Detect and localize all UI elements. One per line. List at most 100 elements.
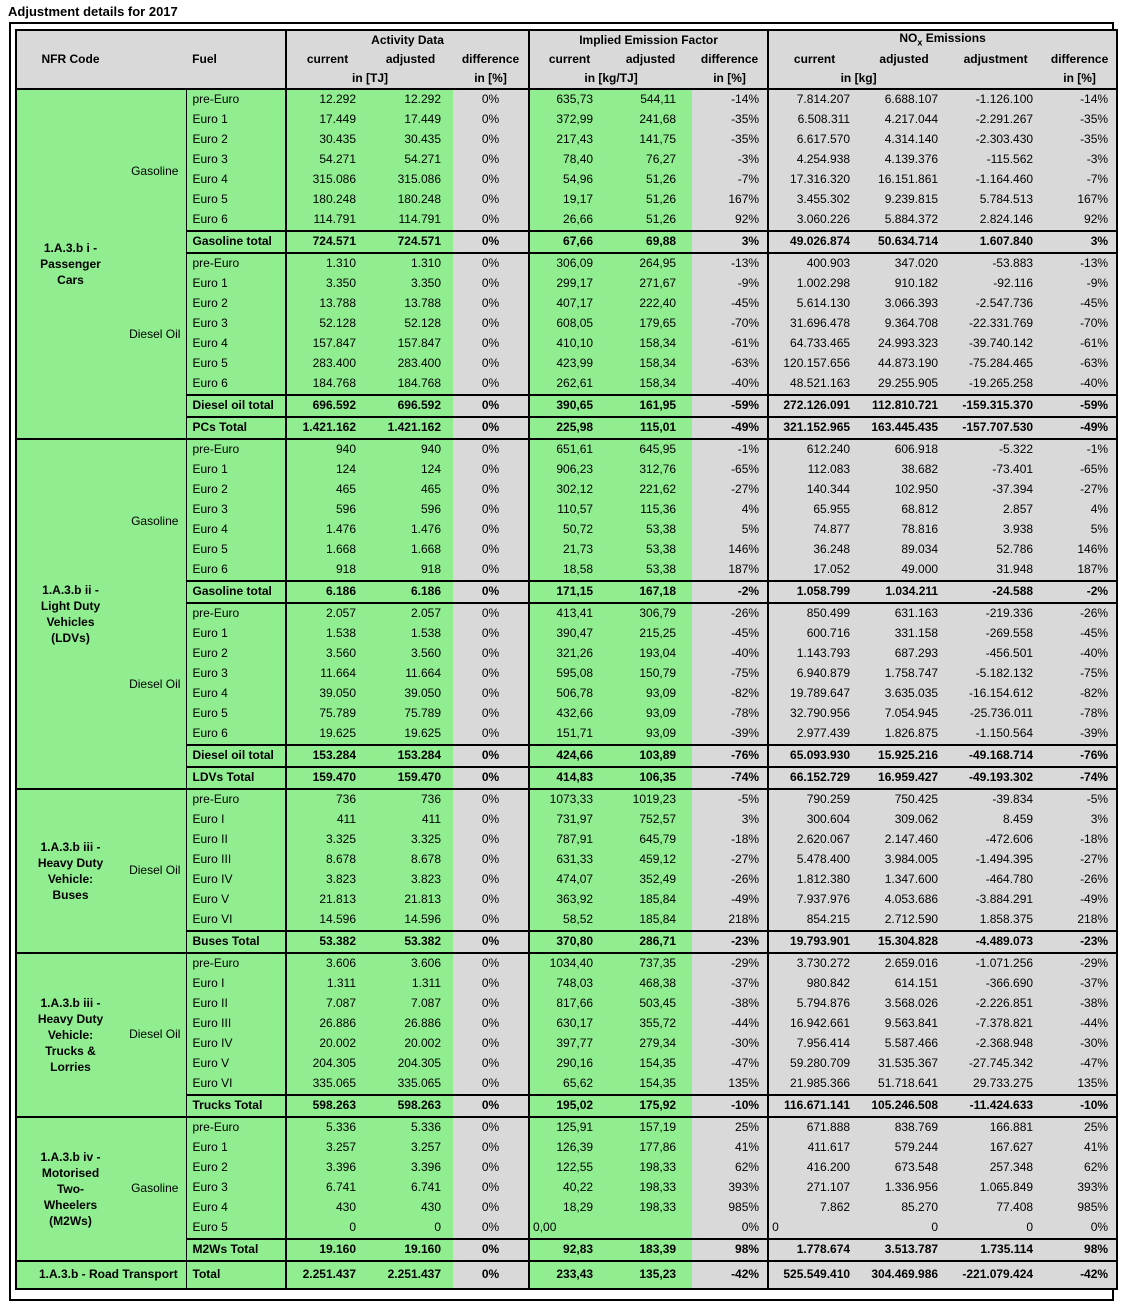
activity-difference-cell[interactable]: 0% (453, 850, 530, 870)
activity-adjusted-cell[interactable]: 54.271 (368, 150, 454, 170)
nox-difference-cell[interactable]: -29% (1043, 952, 1118, 974)
activity-current-cell[interactable]: 2.251.437 (285, 1260, 369, 1289)
nox-difference-cell[interactable]: -35% (1043, 110, 1118, 130)
activity-adjusted-cell[interactable]: 724.571 (368, 230, 454, 254)
activity-adjusted-cell[interactable]: 19.625 (368, 724, 454, 745)
activity-current-cell[interactable]: 204.305 (285, 1054, 369, 1074)
nox-adjustment-cell[interactable]: -472.606 (948, 830, 1044, 850)
header-unit[interactable]: in [%] (692, 69, 769, 89)
activity-adjusted-cell[interactable]: 3.606 (368, 952, 454, 974)
ief-current-cell[interactable]: 21,73 (528, 540, 610, 560)
activity-adjusted-cell[interactable]: 5.336 (368, 1116, 454, 1138)
nox-current-cell[interactable]: 272.126.091 (767, 394, 861, 418)
nox-current-cell[interactable]: 6.617.570 (767, 130, 861, 150)
fuel-cell[interactable]: Gasoline (124, 88, 186, 253)
nox-adjusted-cell[interactable]: 9.239.815 (860, 190, 949, 210)
nox-difference-cell[interactable]: -40% (1043, 374, 1118, 395)
ief-current-cell[interactable]: 1034,40 (528, 952, 610, 974)
nox-adjustment-cell[interactable]: -219.336 (948, 603, 1044, 624)
ief-difference-cell[interactable]: -30% (692, 1034, 769, 1054)
nox-difference-cell[interactable]: 0% (1043, 1218, 1118, 1239)
activity-adjusted-cell[interactable]: 53.382 (368, 930, 454, 954)
nox-adjusted-cell[interactable]: 1.034.211 (860, 580, 949, 604)
activity-adjusted-cell[interactable]: 12.292 (368, 88, 454, 110)
total-label-cell[interactable]: Buses Total (185, 930, 287, 954)
fuel-cell[interactable]: Diesel Oil (124, 603, 186, 767)
nox-adjustment-cell[interactable]: -37.394 (948, 480, 1044, 500)
ief-adjusted-cell[interactable]: 271,67 (609, 274, 693, 294)
activity-current-cell[interactable]: 1.476 (285, 520, 369, 540)
activity-adjusted-cell[interactable]: 204.305 (368, 1054, 454, 1074)
nox-adjustment-cell[interactable]: -22.331.769 (948, 314, 1044, 334)
ief-current-cell[interactable]: 78,40 (528, 150, 610, 170)
ief-adjusted-cell[interactable]: 93,09 (609, 684, 693, 704)
activity-current-cell[interactable]: 3.823 (285, 870, 369, 890)
ief-difference-cell[interactable]: -40% (692, 644, 769, 664)
ief-difference-cell[interactable]: 985% (692, 1198, 769, 1218)
activity-difference-cell[interactable]: 0% (453, 374, 530, 395)
nox-adjustment-cell[interactable]: -49.193.302 (948, 766, 1044, 790)
activity-current-cell[interactable]: 1.668 (285, 540, 369, 560)
nox-adjustment-cell[interactable]: -1.494.395 (948, 850, 1044, 870)
nfr-code-cell[interactable]: 1.A.3.b ii - Light Duty Vehicles (LDVs) (16, 438, 124, 789)
ief-adjusted-cell[interactable]: 179,65 (609, 314, 693, 334)
activity-difference-cell[interactable]: 0% (453, 130, 530, 150)
activity-adjusted-cell[interactable]: 3.325 (368, 830, 454, 850)
vehicle-class-cell[interactable]: Euro IV (185, 870, 287, 890)
ief-adjusted-cell[interactable]: 306,79 (609, 603, 693, 624)
ief-difference-cell[interactable]: -18% (692, 830, 769, 850)
ief-adjusted-cell[interactable]: 286,71 (609, 930, 693, 954)
nfr-code-cell[interactable]: 1.A.3.b iv - Motorised Two- Wheelers (M2Ws) (16, 1116, 124, 1261)
vehicle-class-cell[interactable]: Euro I (185, 974, 287, 994)
activity-adjusted-cell[interactable]: 3.560 (368, 644, 454, 664)
activity-difference-cell[interactable]: 0% (453, 394, 530, 418)
ief-difference-cell[interactable]: -74% (692, 766, 769, 790)
nox-adjustment-cell[interactable]: -4.489.073 (948, 930, 1044, 954)
header-unit[interactable]: in [kg/TJ] (528, 69, 693, 89)
nox-adjusted-cell[interactable]: 163.445.435 (860, 416, 949, 440)
nox-difference-cell[interactable]: 5% (1043, 520, 1118, 540)
activity-difference-cell[interactable]: 0% (453, 170, 530, 190)
nox-difference-cell[interactable]: -75% (1043, 664, 1118, 684)
ief-current-cell[interactable]: 410,10 (528, 334, 610, 354)
nox-adjustment-cell[interactable]: -19.265.258 (948, 374, 1044, 395)
ief-difference-cell[interactable]: 98% (692, 1238, 769, 1262)
nox-adjusted-cell[interactable]: 3.984.005 (860, 850, 949, 870)
ief-difference-cell[interactable]: -35% (692, 130, 769, 150)
activity-difference-cell[interactable]: 0% (453, 788, 530, 810)
ief-current-cell[interactable]: 262,61 (528, 374, 610, 395)
nox-current-cell[interactable]: 140.344 (767, 480, 861, 500)
ief-current-cell[interactable]: 370,80 (528, 930, 610, 954)
vehicle-class-cell[interactable]: Euro 1 (185, 1138, 287, 1158)
nox-adjustment-cell[interactable]: 2.857 (948, 500, 1044, 520)
activity-difference-cell[interactable]: 0% (453, 1054, 530, 1074)
nox-current-cell[interactable]: 19.789.647 (767, 684, 861, 704)
nox-current-cell[interactable]: 525.549.410 (767, 1260, 861, 1289)
nox-difference-cell[interactable]: -78% (1043, 704, 1118, 724)
activity-adjusted-cell[interactable]: 124 (368, 460, 454, 480)
ief-difference-cell[interactable]: -45% (692, 294, 769, 314)
activity-current-cell[interactable]: 20.002 (285, 1034, 369, 1054)
nox-adjustment-cell[interactable]: 1.858.375 (948, 910, 1044, 931)
activity-current-cell[interactable]: 53.382 (285, 930, 369, 954)
nox-adjusted-cell[interactable]: 31.535.367 (860, 1054, 949, 1074)
nox-adjustment-cell[interactable]: -2.291.267 (948, 110, 1044, 130)
nox-difference-cell[interactable]: -5% (1043, 788, 1118, 810)
ief-current-cell[interactable]: 906,23 (528, 460, 610, 480)
ief-adjusted-cell[interactable]: 175,92 (609, 1094, 693, 1118)
ief-difference-cell[interactable]: 92% (692, 210, 769, 231)
activity-difference-cell[interactable]: 0% (453, 870, 530, 890)
nox-difference-cell[interactable]: -27% (1043, 850, 1118, 870)
nox-adjusted-cell[interactable]: 614.151 (860, 974, 949, 994)
ief-difference-cell[interactable]: 62% (692, 1158, 769, 1178)
ief-difference-cell[interactable]: -44% (692, 1014, 769, 1034)
activity-current-cell[interactable]: 184.768 (285, 374, 369, 395)
ief-current-cell[interactable]: 65,62 (528, 1074, 610, 1095)
activity-adjusted-cell[interactable]: 940 (368, 438, 454, 460)
activity-difference-cell[interactable]: 0% (453, 994, 530, 1014)
ief-current-cell[interactable]: 54,96 (528, 170, 610, 190)
nox-difference-cell[interactable]: 92% (1043, 210, 1118, 231)
nox-difference-cell[interactable]: -13% (1043, 253, 1118, 274)
nox-adjustment-cell[interactable]: -157.707.530 (948, 416, 1044, 440)
activity-difference-cell[interactable]: 0% (453, 624, 530, 644)
